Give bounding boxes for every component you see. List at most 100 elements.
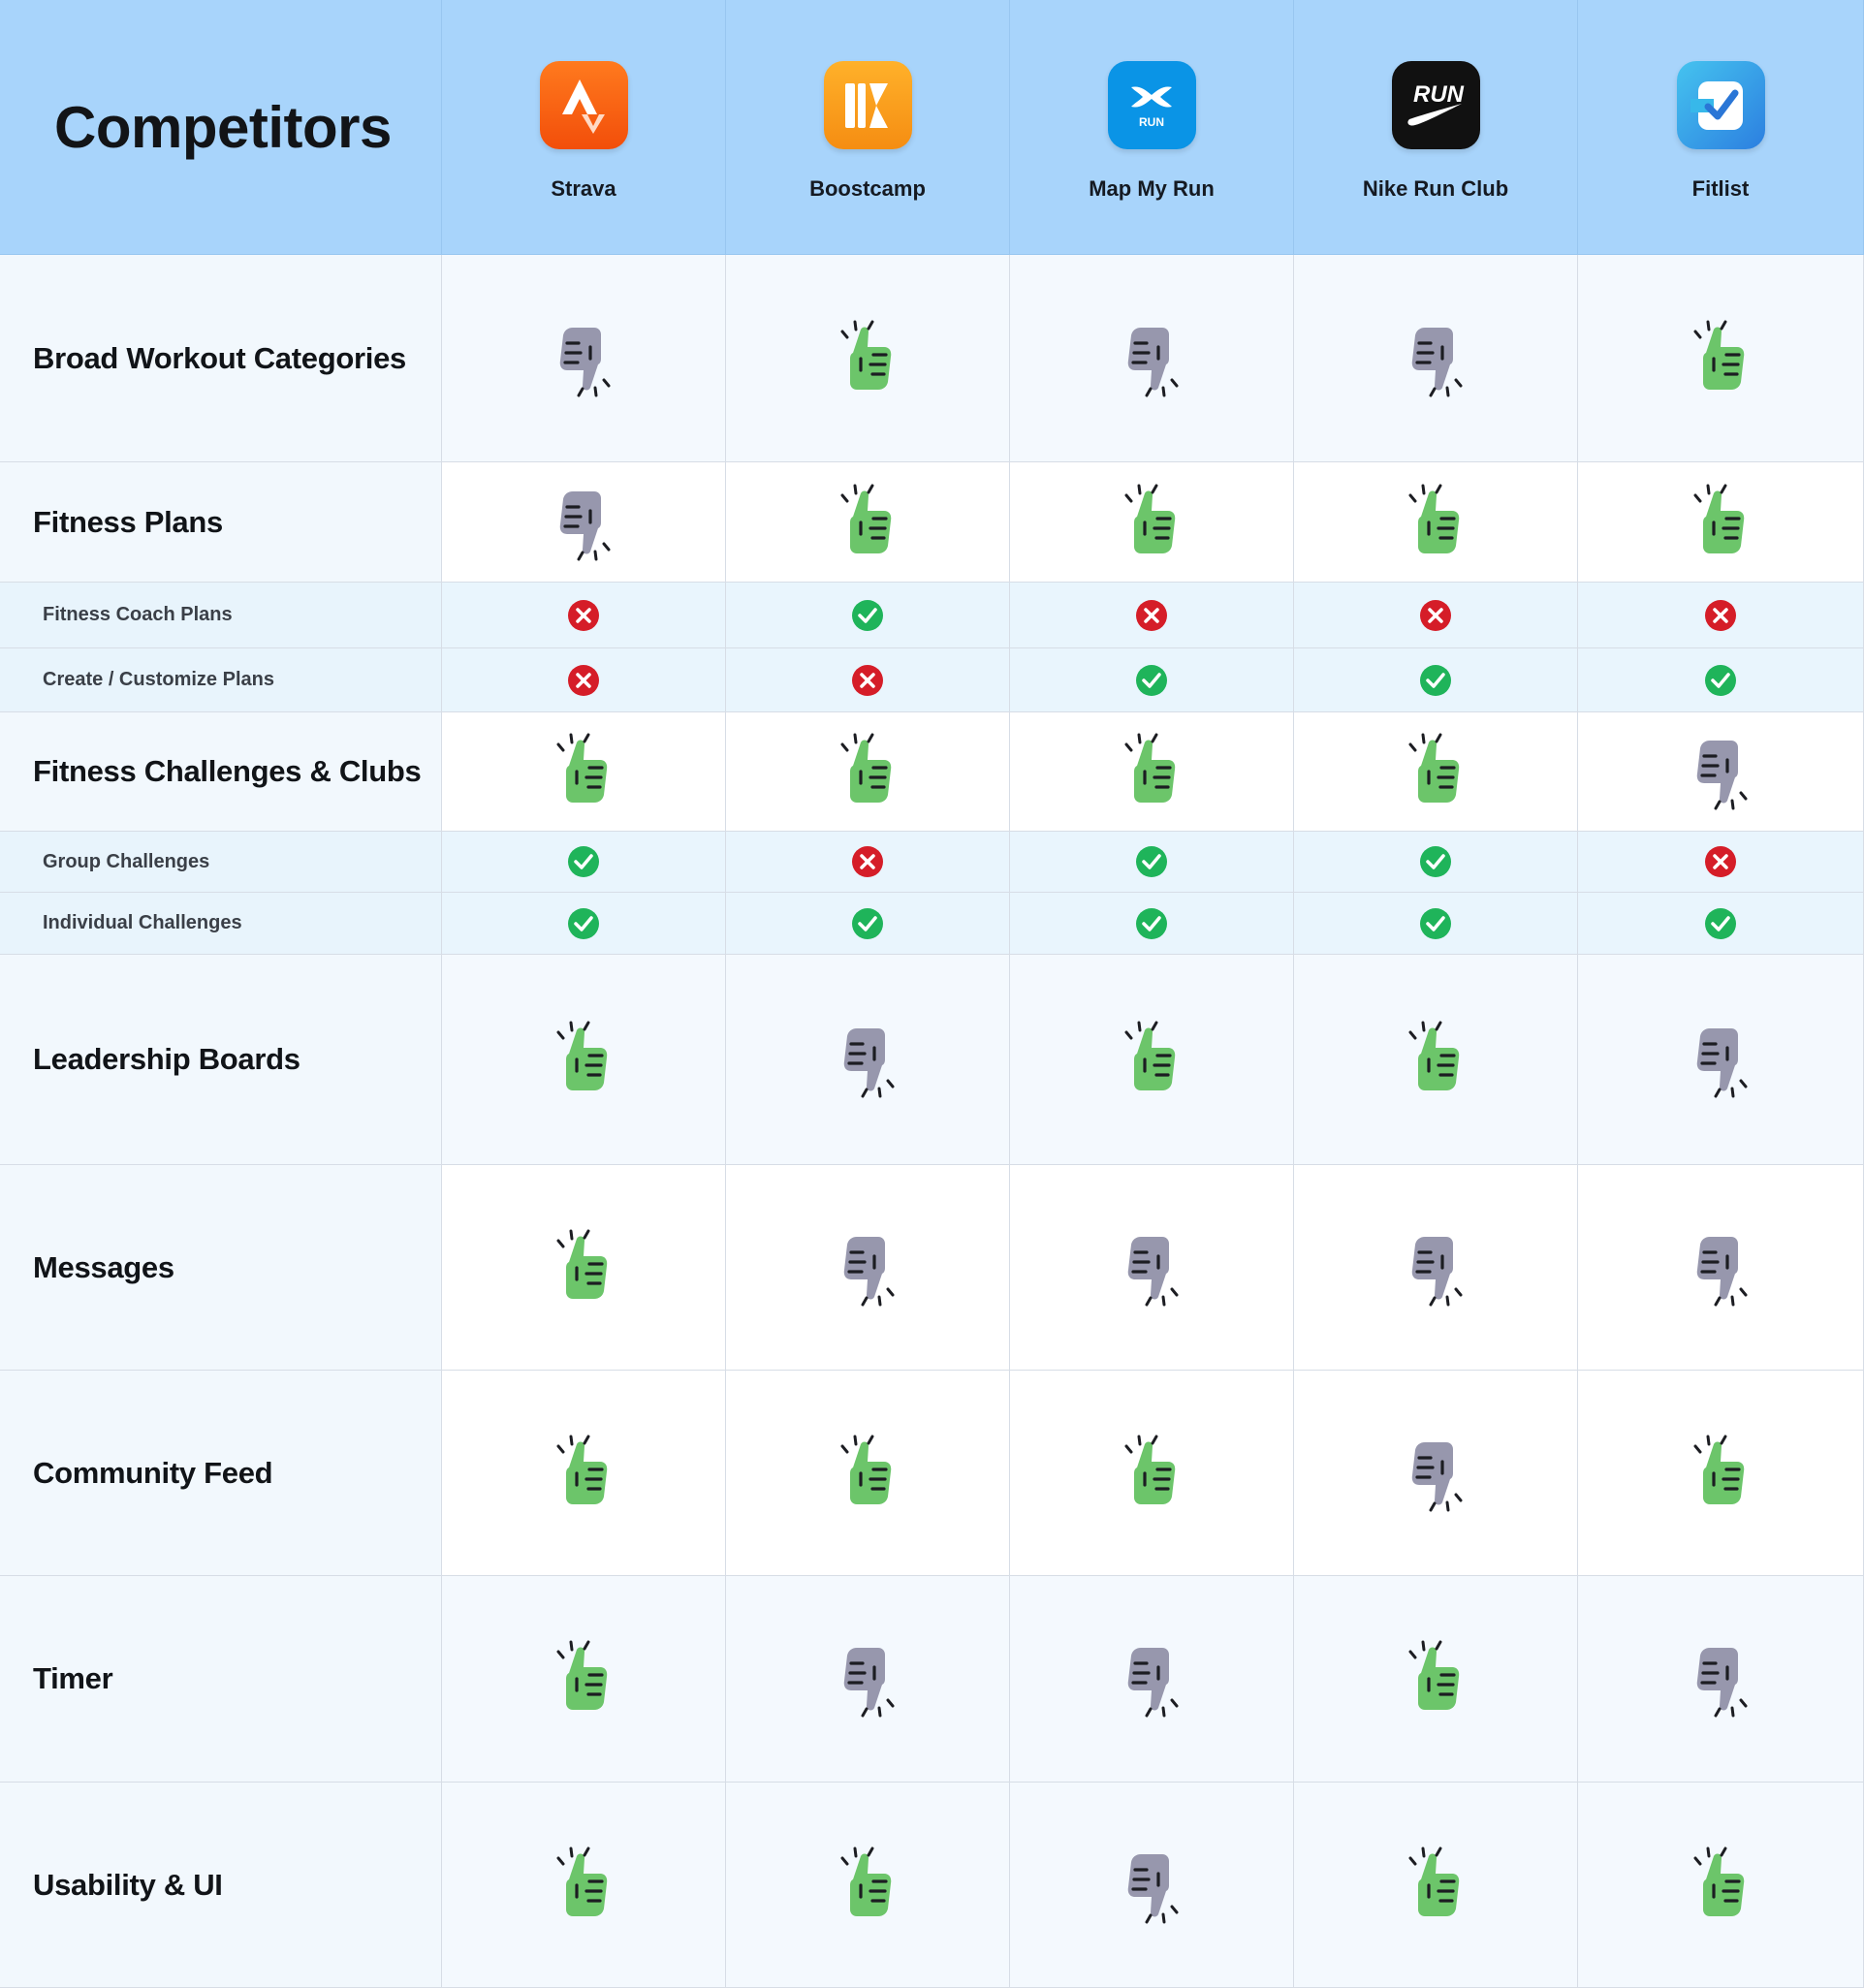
thumbs-up-icon xyxy=(550,733,617,810)
cross-icon xyxy=(1704,845,1737,878)
rating-cell xyxy=(1010,255,1294,462)
rating-cell xyxy=(1294,648,1578,712)
rating-cell xyxy=(1578,955,1864,1165)
rating-cell xyxy=(442,648,726,712)
rating-cell xyxy=(726,712,1010,832)
feature-label: Individual Challenges xyxy=(43,912,242,933)
feature-row-label: Community Feed xyxy=(0,1371,442,1576)
rating-cell xyxy=(1010,712,1294,832)
thumbs-down-icon xyxy=(1118,1229,1185,1307)
feature-row-label: Messages xyxy=(0,1165,442,1371)
thumbs-down-icon xyxy=(1402,1229,1469,1307)
rating-cell xyxy=(726,893,1010,955)
check-icon xyxy=(1135,664,1168,697)
competitor-name: Nike Run Club xyxy=(1362,176,1509,201)
feature-row-label: Fitness Challenges & Clubs xyxy=(0,712,442,832)
rating-cell xyxy=(1010,832,1294,893)
thumbs-up-icon xyxy=(834,1846,901,1924)
competitor-header: RUN Map My Run xyxy=(1010,0,1294,255)
check-icon xyxy=(1135,845,1168,878)
rating-cell xyxy=(1578,1576,1864,1783)
rating-cell xyxy=(1294,1576,1578,1783)
cross-icon xyxy=(567,664,600,697)
rating-cell xyxy=(442,462,726,583)
rating-cell xyxy=(1010,1783,1294,1988)
thumbs-down-icon xyxy=(834,1640,901,1718)
rating-cell xyxy=(1010,893,1294,955)
page-title: Competitors xyxy=(54,94,392,160)
competitor-header: Fitlist xyxy=(1578,0,1864,255)
rating-cell xyxy=(1578,648,1864,712)
check-icon xyxy=(1419,664,1452,697)
thumbs-down-icon xyxy=(1687,733,1754,810)
thumbs-down-icon xyxy=(550,320,617,397)
feature-row-label: Fitness Plans xyxy=(0,462,442,583)
feature-label: Create / Customize Plans xyxy=(43,669,274,690)
rating-cell xyxy=(726,955,1010,1165)
thumbs-up-icon xyxy=(1687,1846,1754,1924)
nike-run-club-logo-icon: RUN xyxy=(1391,61,1480,149)
rating-cell xyxy=(1010,955,1294,1165)
feature-row-label: Timer xyxy=(0,1576,442,1783)
thumbs-up-icon xyxy=(550,1229,617,1307)
cross-icon xyxy=(1419,599,1452,632)
feature-row-label: Individual Challenges xyxy=(0,893,442,955)
svg-text:RUN: RUN xyxy=(1413,81,1465,108)
thumbs-down-icon xyxy=(1687,1229,1754,1307)
thumbs-down-icon xyxy=(1118,320,1185,397)
check-icon xyxy=(567,907,600,940)
check-icon xyxy=(851,599,884,632)
feature-label: Group Challenges xyxy=(43,850,210,872)
rating-cell xyxy=(1578,893,1864,955)
thumbs-up-icon xyxy=(1118,733,1185,810)
competitor-name: Fitlist xyxy=(1691,176,1750,201)
feature-row-label: Group Challenges xyxy=(0,832,442,893)
rating-cell xyxy=(1294,955,1578,1165)
thumbs-down-icon xyxy=(834,1021,901,1098)
rating-cell xyxy=(1294,832,1578,893)
rating-cell xyxy=(1294,712,1578,832)
thumbs-up-icon xyxy=(1687,484,1754,561)
rating-cell xyxy=(1578,255,1864,462)
thumbs-down-icon xyxy=(834,1229,901,1307)
rating-cell xyxy=(1294,1165,1578,1371)
rating-cell xyxy=(442,712,726,832)
feature-row-label: Usability & UI xyxy=(0,1783,442,1988)
competitor-name: Boostcamp xyxy=(809,176,926,201)
thumbs-up-icon xyxy=(1402,484,1469,561)
rating-cell xyxy=(442,832,726,893)
rating-cell xyxy=(1294,1783,1578,1988)
rating-cell xyxy=(1010,1371,1294,1576)
thumbs-up-icon xyxy=(1687,320,1754,397)
thumbs-up-icon xyxy=(1402,1846,1469,1924)
rating-cell xyxy=(1578,832,1864,893)
thumbs-down-icon xyxy=(1402,320,1469,397)
thumbs-down-icon xyxy=(1687,1021,1754,1098)
rating-cell xyxy=(1010,1165,1294,1371)
cross-icon xyxy=(1704,599,1737,632)
strava-logo-icon xyxy=(539,61,628,149)
check-icon xyxy=(1135,907,1168,940)
rating-cell xyxy=(1010,1576,1294,1783)
svg-text:RUN: RUN xyxy=(1139,115,1164,129)
thumbs-down-icon xyxy=(1687,1640,1754,1718)
thumbs-up-icon xyxy=(1402,733,1469,810)
rating-cell xyxy=(726,1783,1010,1988)
check-icon xyxy=(1419,845,1452,878)
cross-icon xyxy=(851,664,884,697)
thumbs-up-icon xyxy=(550,1021,617,1098)
check-icon xyxy=(1704,907,1737,940)
competitor-name: Map My Run xyxy=(1089,176,1215,201)
thumbs-up-icon xyxy=(550,1435,617,1512)
rating-cell xyxy=(726,1165,1010,1371)
thumbs-up-icon xyxy=(834,1435,901,1512)
competitor-header: RUN Nike Run Club xyxy=(1294,0,1578,255)
rating-cell xyxy=(1294,462,1578,583)
rating-cell xyxy=(726,648,1010,712)
rating-cell xyxy=(1578,462,1864,583)
cross-icon xyxy=(567,599,600,632)
rating-cell xyxy=(442,893,726,955)
thumbs-down-icon xyxy=(1402,1435,1469,1512)
thumbs-up-icon xyxy=(834,484,901,561)
thumbs-up-icon xyxy=(834,733,901,810)
